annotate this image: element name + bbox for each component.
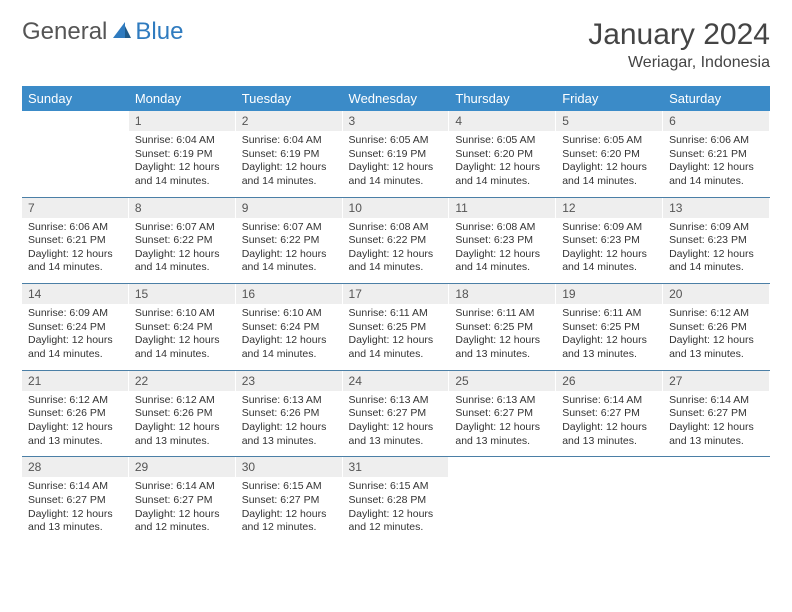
day-number: [22, 111, 129, 117]
weekday-header: Friday: [556, 86, 663, 111]
day-events: Sunrise: 6:14 AMSunset: 6:27 PMDaylight:…: [129, 477, 236, 543]
day-number: 5: [556, 111, 663, 131]
day-events: Sunrise: 6:05 AMSunset: 6:20 PMDaylight:…: [556, 131, 663, 197]
day-number: 18: [449, 284, 556, 304]
day-number: 2: [236, 111, 343, 131]
day-number: 30: [236, 457, 343, 477]
day-number: 19: [556, 284, 663, 304]
day-number: 7: [22, 198, 129, 218]
calendar-table: SundayMondayTuesdayWednesdayThursdayFrid…: [22, 86, 770, 543]
day-events: Sunrise: 6:14 AMSunset: 6:27 PMDaylight:…: [22, 477, 129, 543]
day-number: 20: [663, 284, 770, 304]
day-events: Sunrise: 6:06 AMSunset: 6:21 PMDaylight:…: [22, 218, 129, 284]
day-number: 13: [663, 198, 770, 218]
day-events: Sunrise: 6:11 AMSunset: 6:25 PMDaylight:…: [556, 304, 663, 370]
day-events: Sunrise: 6:12 AMSunset: 6:26 PMDaylight:…: [22, 391, 129, 457]
day-events: Sunrise: 6:10 AMSunset: 6:24 PMDaylight:…: [129, 304, 236, 370]
day-number: [663, 457, 770, 463]
day-number: 29: [129, 457, 236, 477]
day-number: 11: [449, 198, 556, 218]
day-number: 4: [449, 111, 556, 131]
title-block: January 2024 Weriagar, Indonesia: [588, 18, 770, 72]
location: Weriagar, Indonesia: [588, 54, 770, 72]
weekday-header: Tuesday: [236, 86, 343, 111]
day-number: 26: [556, 371, 663, 391]
day-number: 12: [556, 198, 663, 218]
day-number: 21: [22, 371, 129, 391]
weekday-header: Wednesday: [343, 86, 450, 111]
day-events: [22, 131, 129, 191]
day-number: 25: [449, 371, 556, 391]
weekday-header: Sunday: [22, 86, 129, 111]
day-events: Sunrise: 6:14 AMSunset: 6:27 PMDaylight:…: [556, 391, 663, 457]
day-number: 31: [343, 457, 450, 477]
day-number: 15: [129, 284, 236, 304]
day-number: [449, 457, 556, 463]
day-number: 17: [343, 284, 450, 304]
day-events: Sunrise: 6:04 AMSunset: 6:19 PMDaylight:…: [236, 131, 343, 197]
day-events: Sunrise: 6:14 AMSunset: 6:27 PMDaylight:…: [663, 391, 770, 457]
logo-text-blue: Blue: [135, 18, 183, 46]
day-number: 14: [22, 284, 129, 304]
day-number: 16: [236, 284, 343, 304]
day-events: Sunrise: 6:07 AMSunset: 6:22 PMDaylight:…: [129, 218, 236, 284]
day-events: Sunrise: 6:15 AMSunset: 6:27 PMDaylight:…: [236, 477, 343, 543]
day-events: Sunrise: 6:10 AMSunset: 6:24 PMDaylight:…: [236, 304, 343, 370]
logo: General Blue: [22, 18, 183, 46]
logo-text-general: General: [22, 18, 107, 46]
day-events: Sunrise: 6:12 AMSunset: 6:26 PMDaylight:…: [663, 304, 770, 370]
day-number: 22: [129, 371, 236, 391]
day-events: Sunrise: 6:07 AMSunset: 6:22 PMDaylight:…: [236, 218, 343, 284]
header: General Blue January 2024 Weriagar, Indo…: [22, 18, 770, 72]
day-events: Sunrise: 6:13 AMSunset: 6:26 PMDaylight:…: [236, 391, 343, 457]
day-events: Sunrise: 6:11 AMSunset: 6:25 PMDaylight:…: [449, 304, 556, 370]
day-events: Sunrise: 6:05 AMSunset: 6:19 PMDaylight:…: [343, 131, 450, 197]
day-number: 24: [343, 371, 450, 391]
day-number: 23: [236, 371, 343, 391]
day-events: Sunrise: 6:13 AMSunset: 6:27 PMDaylight:…: [343, 391, 450, 457]
day-events: Sunrise: 6:08 AMSunset: 6:23 PMDaylight:…: [449, 218, 556, 284]
day-number: 9: [236, 198, 343, 218]
day-number: [556, 457, 663, 463]
day-number: 1: [129, 111, 236, 131]
day-number: 27: [663, 371, 770, 391]
day-events: Sunrise: 6:12 AMSunset: 6:26 PMDaylight:…: [129, 391, 236, 457]
day-number: 8: [129, 198, 236, 218]
day-events: Sunrise: 6:05 AMSunset: 6:20 PMDaylight:…: [449, 131, 556, 197]
month-title: January 2024: [588, 18, 770, 52]
weekday-header: Saturday: [663, 86, 770, 111]
weekday-header: Monday: [129, 86, 236, 111]
day-number: 28: [22, 457, 129, 477]
day-events: Sunrise: 6:06 AMSunset: 6:21 PMDaylight:…: [663, 131, 770, 197]
day-events: Sunrise: 6:04 AMSunset: 6:19 PMDaylight:…: [129, 131, 236, 197]
weekday-header: Thursday: [449, 86, 556, 111]
day-events: Sunrise: 6:13 AMSunset: 6:27 PMDaylight:…: [449, 391, 556, 457]
day-events: Sunrise: 6:09 AMSunset: 6:24 PMDaylight:…: [22, 304, 129, 370]
day-events: Sunrise: 6:11 AMSunset: 6:25 PMDaylight:…: [343, 304, 450, 370]
day-events: [663, 477, 770, 537]
day-events: Sunrise: 6:08 AMSunset: 6:22 PMDaylight:…: [343, 218, 450, 284]
day-events: Sunrise: 6:09 AMSunset: 6:23 PMDaylight:…: [556, 218, 663, 284]
day-events: [449, 477, 556, 537]
day-number: 3: [343, 111, 450, 131]
day-number: 10: [343, 198, 450, 218]
day-events: Sunrise: 6:09 AMSunset: 6:23 PMDaylight:…: [663, 218, 770, 284]
day-events: [556, 477, 663, 537]
sail-icon: [111, 20, 133, 45]
day-events: Sunrise: 6:15 AMSunset: 6:28 PMDaylight:…: [343, 477, 450, 543]
calendar-header-row: SundayMondayTuesdayWednesdayThursdayFrid…: [22, 86, 770, 111]
day-number: 6: [663, 111, 770, 131]
